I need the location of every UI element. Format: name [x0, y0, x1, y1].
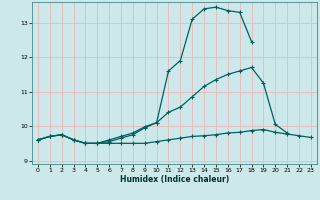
X-axis label: Humidex (Indice chaleur): Humidex (Indice chaleur) — [120, 175, 229, 184]
